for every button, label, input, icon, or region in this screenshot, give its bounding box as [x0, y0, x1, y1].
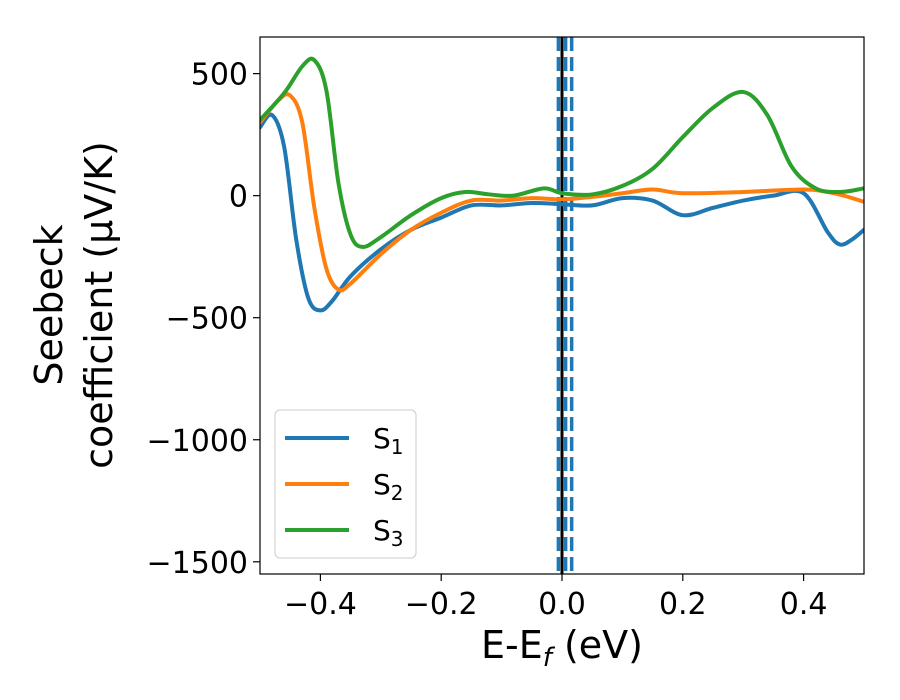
x-axis-label: E-Ef (eV) [481, 623, 643, 673]
legend: S1 S2 S3 [274, 409, 417, 559]
x-tick-label: −0.2 [405, 587, 478, 622]
vertical-reference-lines [556, 37, 574, 574]
x-tick-label: 0.4 [780, 587, 828, 622]
series-line-s3 [260, 56, 864, 249]
legend-items: S1 S2 S3 [285, 422, 404, 551]
series-lines [260, 56, 864, 313]
y-axis-label-line2: coefficient (μV/K) [77, 141, 121, 469]
x-tick-label: −0.4 [284, 587, 357, 622]
y-axis-label-line1: Seebeck [27, 224, 71, 385]
y-tick-label: 0 [229, 180, 248, 215]
legend-label-s3: S3 [373, 514, 404, 551]
legend-label-s2: S2 [373, 468, 404, 505]
y-tick-label: −500 [166, 302, 248, 337]
y-tick-label: 500 [191, 58, 248, 93]
x-tick-label: 0.2 [659, 587, 707, 622]
x-axis-ticks: −0.4 −0.2 0.0 0.2 0.4 [284, 574, 827, 622]
legend-label-s1: S1 [373, 422, 404, 459]
y-tick-label: −1000 [147, 424, 248, 459]
y-tick-label: −1500 [147, 546, 248, 581]
y-axis-ticks: −1500 −1000 −500 0 500 [147, 58, 260, 581]
x-tick-label: 0.0 [538, 587, 586, 622]
series-line-s2 [260, 92, 864, 293]
